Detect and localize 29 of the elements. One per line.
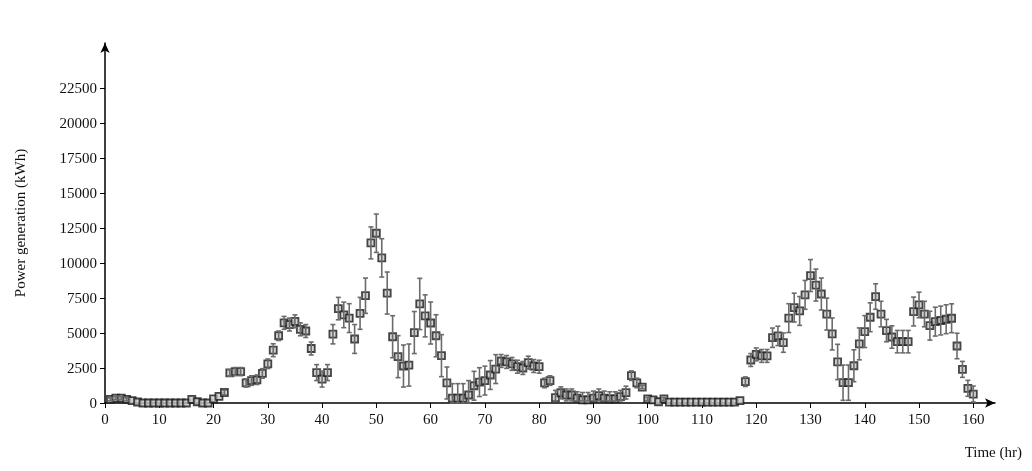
x-tick-label: 20 xyxy=(206,410,222,427)
x-tick-label: 40 xyxy=(314,410,330,427)
y-tick-label: 12500 xyxy=(59,219,97,236)
x-axis-title: Time (hr) xyxy=(964,443,1023,461)
y-tick-label: 15000 xyxy=(59,184,97,201)
x-tick-label: 110 xyxy=(690,410,713,427)
y-tick-label: 7500 xyxy=(67,289,97,306)
x-tick-label: 150 xyxy=(907,410,931,427)
y-tick-label: 22500 xyxy=(59,79,97,96)
x-tick-label: 140 xyxy=(853,410,877,427)
x-tick-label: 30 xyxy=(260,410,276,427)
x-tick-label: 100 xyxy=(636,410,659,427)
y-tick-label: 2500 xyxy=(67,359,97,376)
x-tick-label: 80 xyxy=(531,410,547,427)
x-tick-label: 120 xyxy=(744,410,768,427)
y-tick-label: 17500 xyxy=(59,149,97,166)
y-tick-label: 10000 xyxy=(59,254,97,271)
x-tick-label: 60 xyxy=(423,410,439,427)
x-tick-label: 70 xyxy=(477,410,493,427)
x-tick-label: 50 xyxy=(368,410,384,427)
x-tick-label: 10 xyxy=(151,410,167,427)
x-tick-label: 160 xyxy=(962,410,985,427)
x-tick-label: 0 xyxy=(101,410,109,427)
x-tick-label: 130 xyxy=(799,410,822,427)
y-axis-title: Power generation (kWh) xyxy=(11,148,29,298)
y-tick-label: 0 xyxy=(89,395,97,411)
x-tick-label: 90 xyxy=(585,410,601,427)
y-tick-label: 5000 xyxy=(67,324,97,341)
y-tick-label: 20000 xyxy=(59,114,97,131)
